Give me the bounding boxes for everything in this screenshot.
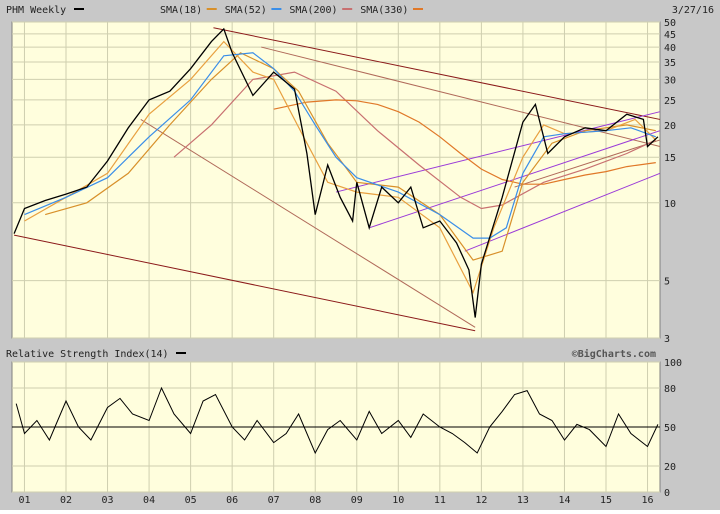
legend-label: SMA(52) (225, 5, 267, 16)
legend-label: SMA(330) (360, 5, 408, 16)
x-tick-label: 04 (143, 495, 155, 506)
rsi-y-tick-label: 50 (664, 423, 676, 434)
trendline (140, 119, 476, 328)
x-tick-label: 13 (517, 495, 529, 506)
price-y-tick-label: 10 (664, 199, 676, 210)
x-tick-label: 05 (185, 495, 197, 506)
price-y-tick-label: 20 (664, 121, 676, 132)
x-tick-label: 07 (268, 495, 280, 506)
rsi-y-tick-label: 100 (664, 358, 682, 369)
trendline (213, 27, 661, 120)
series-line-orange-sma (273, 99, 656, 185)
rsi-swatch (176, 352, 186, 354)
price-y-tick-label: 30 (664, 75, 676, 86)
brand-label: ©BigCharts.com (572, 348, 656, 360)
x-tick-label: 15 (600, 495, 612, 506)
x-tick-label: 16 (642, 495, 654, 506)
legend-label: SMA(18) (160, 5, 202, 16)
price-y-tick-label: 25 (664, 96, 676, 107)
x-tick-label: 03 (102, 495, 114, 506)
legend-label: SMA(200) (289, 5, 337, 16)
rsi-line (15, 386, 659, 455)
legend-swatch (271, 8, 282, 10)
trendline (13, 234, 476, 332)
rsi-y-tick-label: 0 (664, 488, 670, 499)
legend-swatch (413, 8, 423, 10)
price-y-tick-label: 40 (664, 43, 676, 54)
x-tick-label: 09 (351, 495, 363, 506)
series-line-phm-weekly (13, 27, 659, 318)
x-tick-label: 01 (18, 495, 30, 506)
rsi-title: Relative Strength Index(14) (6, 349, 169, 360)
price-y-tick-label: 50 (664, 18, 676, 29)
trendline (335, 111, 661, 193)
chart-date: 3/27/16 (672, 5, 714, 16)
ticker-swatch (74, 8, 84, 10)
series-line-sma-18 (24, 40, 657, 295)
price-y-tick-label: 45 (664, 30, 676, 41)
price-y-tick-label: 3 (664, 334, 670, 345)
trendline (464, 172, 661, 252)
legend-swatch (342, 8, 353, 10)
trendline (514, 139, 661, 188)
x-tick-label: 14 (558, 495, 570, 506)
price-y-tick-label: 35 (664, 58, 676, 69)
x-tick-label: 10 (392, 495, 404, 506)
price-y-tick-label: 15 (664, 153, 676, 164)
rsi-y-tick-label: 80 (664, 384, 676, 395)
legend: SMA(18) SMA(52) SMA(200) SMA(330) (160, 5, 423, 16)
series-line-sma-330 (173, 71, 657, 210)
series-layer (13, 27, 659, 318)
series-line-sma-200 (24, 52, 657, 239)
rsi-y-tick-label: 20 (664, 462, 676, 473)
x-tick-label: 08 (309, 495, 321, 506)
legend-swatch (206, 8, 217, 10)
ticker-label: PHM Weekly (6, 5, 66, 16)
x-tick-label: 12 (475, 495, 487, 506)
x-tick-label: 02 (60, 495, 72, 506)
x-tick-label: 06 (226, 495, 238, 506)
x-tick-label: 11 (434, 495, 446, 506)
grid-layer (12, 21, 660, 493)
price-y-tick-label: 5 (664, 277, 670, 288)
rsi-layer (12, 386, 660, 455)
